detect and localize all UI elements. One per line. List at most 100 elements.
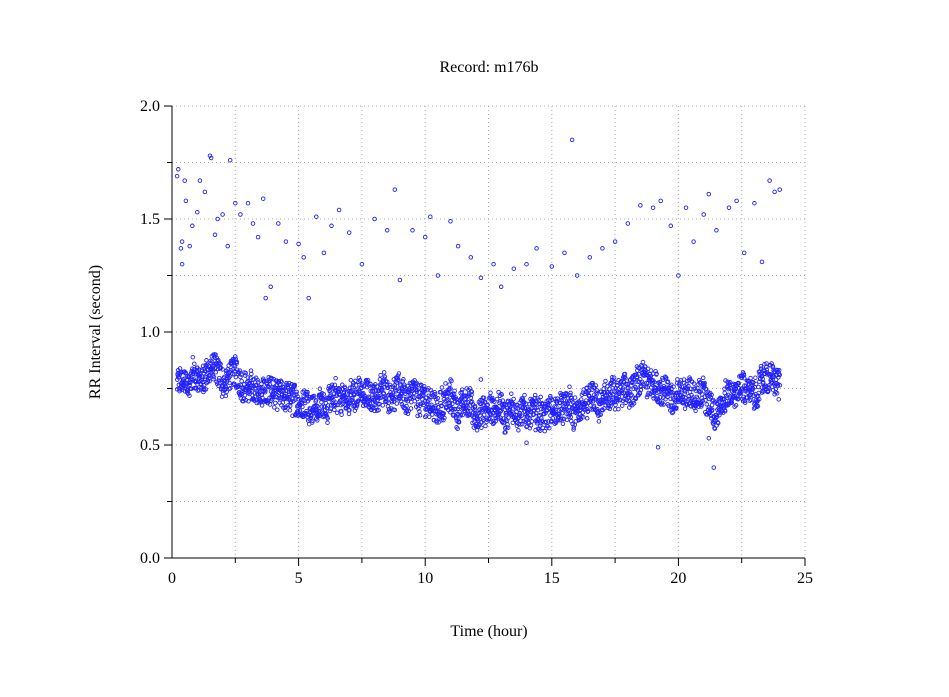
data-point (488, 390, 493, 396)
data-point (503, 412, 509, 418)
data-point (197, 374, 202, 379)
data-point (311, 393, 317, 399)
data-point (716, 410, 721, 416)
data-point (401, 377, 406, 382)
data-point (547, 402, 552, 408)
data-point (280, 385, 286, 390)
data-point (304, 408, 309, 414)
data-point (473, 424, 479, 429)
data-point (707, 408, 713, 413)
data-point (708, 413, 714, 419)
data-point (655, 445, 661, 450)
data-point (491, 261, 496, 267)
data-point (580, 414, 586, 420)
data-point (441, 417, 446, 423)
data-point (190, 354, 196, 360)
x-tick-label: 20 (670, 570, 686, 587)
data-point (276, 378, 282, 384)
data-point (606, 396, 612, 401)
data-point (241, 398, 246, 404)
data-point (373, 388, 379, 393)
data-point (264, 378, 270, 384)
data-point (609, 375, 615, 380)
data-point (421, 383, 427, 389)
data-point (700, 375, 706, 381)
data-point (774, 390, 780, 396)
data-point (376, 407, 381, 413)
data-point (287, 408, 293, 413)
y-tick-label: 1.0 (140, 324, 160, 341)
data-point (685, 386, 691, 391)
data-point (670, 410, 675, 416)
data-point (431, 417, 437, 423)
data-point (661, 386, 666, 391)
data-point (703, 397, 708, 403)
x-axis-label: Time (hour) (450, 623, 527, 640)
data-point (699, 391, 705, 397)
data-point (676, 273, 681, 278)
data-point (255, 234, 261, 240)
data-point (741, 375, 747, 381)
data-point (524, 261, 529, 267)
data-point (682, 391, 687, 396)
data-point (422, 234, 428, 240)
data-point (306, 295, 311, 301)
data-point (439, 403, 444, 408)
data-point (554, 400, 560, 406)
data-point (452, 388, 457, 394)
y-tick-label: 1.5 (140, 211, 160, 228)
data-point (183, 198, 189, 204)
data-point (568, 414, 574, 420)
data-point (456, 419, 462, 425)
data-point (501, 416, 506, 421)
data-point (404, 403, 409, 409)
data-point (367, 398, 372, 403)
data-point (758, 363, 764, 369)
data-point (430, 412, 435, 417)
data-point (472, 403, 478, 409)
data-point (629, 392, 634, 398)
data-point (179, 239, 185, 244)
data-point (238, 212, 243, 217)
data-point (537, 402, 543, 407)
data-point (748, 375, 753, 381)
data-point (348, 400, 353, 406)
data-point (748, 397, 754, 403)
data-point (370, 392, 375, 397)
data-point (237, 368, 243, 373)
data-point (292, 382, 298, 388)
x-tick-label: 10 (417, 570, 433, 587)
data-point (756, 396, 762, 402)
data-point (207, 378, 212, 384)
data-point (249, 388, 255, 394)
data-point (611, 375, 617, 380)
data-point (192, 361, 197, 366)
data-point (369, 397, 375, 402)
data-point (623, 400, 628, 406)
data-point (263, 295, 268, 301)
data-point (448, 377, 453, 382)
data-point (327, 408, 333, 414)
chart-title: Record: m176b (439, 59, 538, 76)
data-point (435, 273, 441, 278)
y-axis-label: RR Interval (second) (87, 265, 104, 399)
data-point (496, 416, 501, 421)
data-point (221, 374, 227, 380)
data-point (607, 406, 613, 412)
data-point (217, 375, 222, 381)
data-point (433, 403, 438, 409)
data-point (560, 421, 566, 427)
data-point (469, 392, 474, 398)
data-point (753, 381, 759, 387)
data-point (682, 406, 688, 411)
data-point (633, 396, 639, 402)
data-point (702, 380, 707, 386)
data-point (458, 412, 464, 418)
data-point (220, 367, 225, 372)
data-point (663, 385, 669, 390)
data-point (524, 440, 529, 445)
data-point (571, 425, 577, 430)
data-point (502, 401, 507, 407)
data-point (603, 378, 608, 384)
data-point (263, 388, 268, 393)
